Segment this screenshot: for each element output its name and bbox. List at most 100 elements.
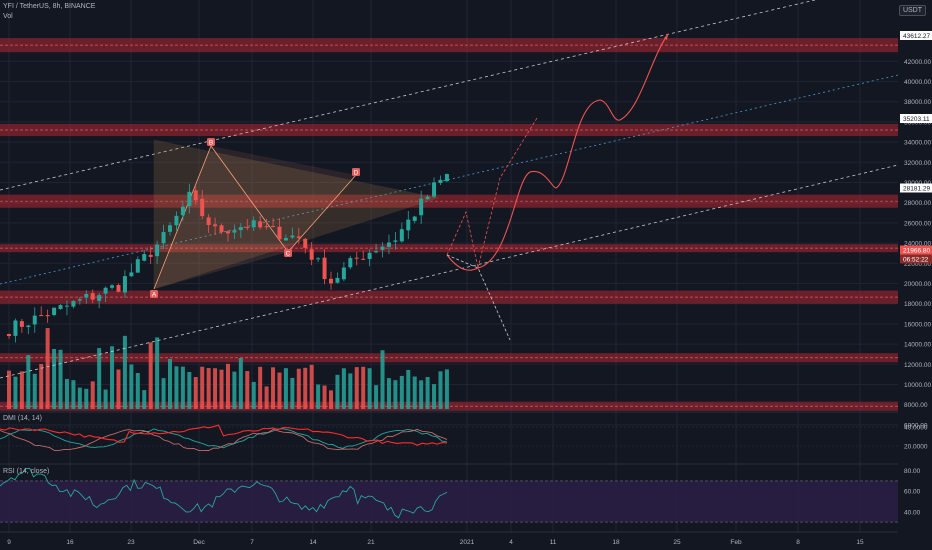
time-tick-label: 11 bbox=[550, 539, 557, 546]
candle-body bbox=[393, 240, 398, 242]
volume-bar bbox=[116, 369, 121, 409]
candle-body bbox=[232, 230, 237, 233]
time-tick-label: 4 bbox=[509, 539, 513, 546]
volume-bar bbox=[161, 378, 166, 409]
candle-body bbox=[64, 305, 69, 307]
price-tick-label: 40000.00 bbox=[904, 79, 931, 86]
abcd-pattern: A B C D bbox=[150, 138, 440, 299]
price-tick-label: 20000.00 bbox=[904, 281, 931, 288]
candle-body bbox=[348, 258, 353, 268]
zone-band bbox=[0, 244, 898, 253]
bullish-dashed-leg bbox=[446, 210, 479, 269]
candle-body bbox=[168, 225, 172, 232]
price-tick-label: 12000.00 bbox=[904, 362, 931, 369]
volume-bar bbox=[84, 388, 89, 409]
price-tag-bg bbox=[900, 114, 932, 123]
alt-dashed-leg bbox=[477, 117, 538, 269]
bcd-fill bbox=[211, 146, 356, 252]
volume-bar bbox=[19, 371, 24, 409]
candle-body bbox=[238, 227, 243, 231]
zone-band bbox=[0, 38, 898, 53]
zone-band bbox=[0, 290, 898, 304]
time-tick-label: 18 bbox=[612, 539, 620, 546]
volume-bar bbox=[110, 346, 115, 409]
dmi-label: DMI (14, 14) bbox=[3, 415, 42, 422]
volume-bar bbox=[122, 335, 127, 409]
volume-bar bbox=[341, 368, 346, 409]
price-tick-label: 18000.00 bbox=[904, 301, 931, 308]
rsi-tick-label: 40.00 bbox=[904, 509, 921, 516]
pattern-point-label: B bbox=[209, 140, 213, 147]
channel-upper bbox=[0, 0, 816, 191]
candle-body bbox=[97, 295, 102, 301]
volume-bar bbox=[103, 389, 108, 409]
candle-body bbox=[187, 191, 192, 206]
price-tag-bg bbox=[900, 254, 932, 264]
candlestick-series bbox=[7, 173, 449, 343]
candle-body bbox=[155, 244, 160, 257]
candle-body bbox=[290, 235, 295, 238]
price-axis: 6000.00 8000.00 10000.00 12000.00 14000.00 16… bbox=[898, 0, 932, 550]
pattern-point-badge bbox=[207, 138, 215, 146]
candle-body bbox=[71, 301, 76, 307]
candle-body bbox=[19, 321, 24, 327]
volume-bar bbox=[219, 369, 224, 409]
price-tick-label: 38000.00 bbox=[904, 99, 931, 106]
candle-body bbox=[419, 198, 424, 216]
rsi-panel bbox=[0, 467, 898, 523]
pattern-point-badge bbox=[352, 168, 360, 176]
candle-body bbox=[264, 226, 269, 228]
abc-fill bbox=[154, 146, 288, 289]
candle-body bbox=[52, 307, 57, 316]
candle-body bbox=[13, 320, 18, 336]
zone-band bbox=[0, 194, 898, 208]
candle-body bbox=[180, 206, 185, 216]
volume-bar bbox=[335, 374, 340, 409]
candle-body bbox=[206, 217, 211, 225]
price-tag-bg bbox=[900, 31, 932, 40]
candle-body bbox=[58, 305, 63, 309]
time-tick-label: 23 bbox=[127, 539, 135, 546]
candle-body bbox=[412, 216, 417, 221]
volume-bar bbox=[386, 378, 391, 409]
volume-bar bbox=[432, 384, 437, 409]
price-tag-label: 06:52:22 bbox=[903, 256, 929, 263]
volume-bar bbox=[425, 377, 430, 409]
currency-badge[interactable]: USDT bbox=[898, 5, 926, 16]
price-tick-label: 22000.00 bbox=[904, 261, 931, 268]
volume-bar bbox=[399, 375, 404, 409]
projection-arrowhead bbox=[664, 34, 668, 40]
candle-body bbox=[7, 334, 11, 337]
volume-bar bbox=[129, 364, 134, 409]
price-tag-bg bbox=[900, 245, 932, 255]
candle-body bbox=[142, 254, 147, 261]
candle-body bbox=[283, 237, 288, 241]
volume-bar bbox=[277, 372, 282, 409]
candle-body bbox=[380, 246, 385, 250]
time-axis-bg bbox=[0, 533, 932, 550]
price-tag-label: 28181.29 bbox=[903, 185, 930, 192]
volume-bar bbox=[296, 368, 301, 409]
pattern-point-badge bbox=[150, 290, 158, 298]
candle-body bbox=[335, 277, 340, 283]
candle-body bbox=[329, 278, 333, 284]
candle-body bbox=[116, 285, 121, 292]
candle-body bbox=[399, 229, 404, 242]
volume-bar bbox=[200, 366, 205, 409]
volume-bar bbox=[77, 387, 82, 409]
volume-bar bbox=[168, 358, 172, 409]
price-tag-label: 43612.27 bbox=[903, 33, 930, 40]
pattern-point-badge bbox=[284, 249, 292, 257]
volume-bar bbox=[232, 371, 237, 409]
volume-bar bbox=[283, 368, 288, 409]
time-tick-label: 15 bbox=[856, 539, 864, 546]
rsi-band bbox=[0, 480, 898, 523]
volume-bar bbox=[367, 368, 372, 409]
time-tick-label: Dec bbox=[193, 539, 205, 546]
channel-lower bbox=[0, 164, 899, 379]
price-tag-label: 21966.80 bbox=[903, 247, 930, 254]
volume-bar bbox=[58, 349, 63, 409]
volume-bar bbox=[180, 366, 185, 409]
volume-bar bbox=[444, 369, 449, 409]
